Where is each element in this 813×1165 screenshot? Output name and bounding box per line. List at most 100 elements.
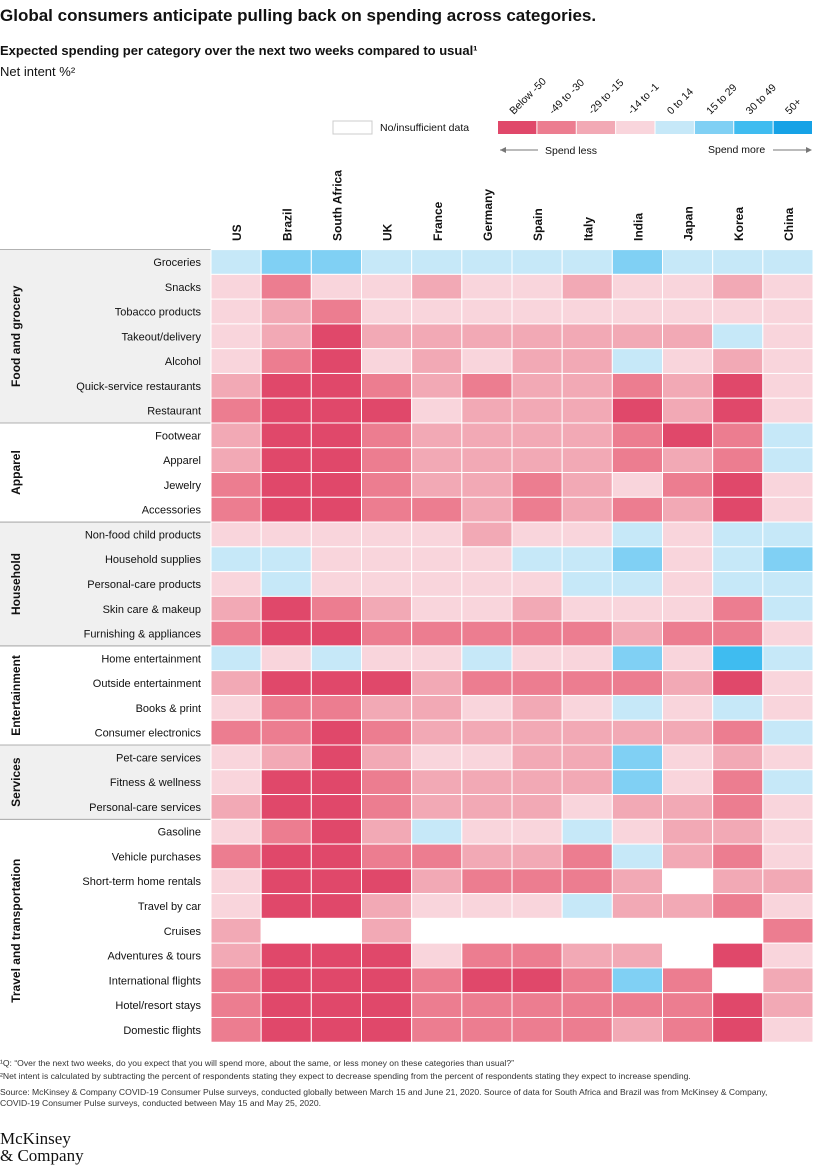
cell [210,595,262,622]
cell [361,769,413,796]
cell [260,298,312,325]
group-label: Travel and transportation [9,859,23,1003]
cell [561,298,613,325]
cell [662,496,714,523]
cell [310,893,363,919]
cell [561,769,613,796]
cell [561,422,613,449]
cell [762,818,813,845]
cell [260,967,312,994]
cell [361,595,413,622]
legend-swatch [655,121,694,134]
cell [461,917,513,944]
cell [260,942,312,969]
column-label: South Africa [330,170,344,241]
cell [511,496,563,523]
value-label: Net intent %² [0,64,76,79]
cell [662,719,714,746]
cell [511,620,563,647]
cell [461,422,513,449]
cell [411,620,463,647]
row-label: Travel by car [138,901,202,913]
cell [210,645,262,672]
cell [662,992,714,1018]
column-label: France [431,201,445,241]
cell [561,917,613,944]
cell [712,794,764,820]
cell [511,595,563,622]
row-label: Personal-care products [87,579,201,591]
cell [461,769,513,796]
cell [561,249,613,275]
column-label: Italy [581,217,595,241]
cell [260,595,312,622]
cell [762,719,813,746]
cell [561,273,613,300]
row-label: Skin care & makeup [103,604,201,616]
cell [712,868,764,895]
cell [210,397,262,424]
cell [712,447,764,474]
cell [561,348,613,374]
cell [361,645,413,672]
cell [210,298,262,325]
cell [461,967,513,994]
cell [361,521,413,548]
cell [662,447,714,474]
cell [210,323,262,350]
cell [260,571,312,597]
cell [662,571,714,597]
cell [411,447,463,474]
cell [611,719,663,746]
cell [611,694,663,721]
cell [411,843,463,870]
cell [310,843,363,870]
cell [662,794,714,820]
cell [411,472,463,498]
group-label: Apparel [9,450,23,495]
cell [762,992,813,1018]
cell [712,249,764,275]
cell [461,249,513,275]
cell [310,496,363,523]
cell [712,472,764,498]
cell [210,348,262,374]
cell [310,298,363,325]
cell [611,472,663,498]
cell [210,719,262,746]
cell [762,249,813,275]
cell [461,472,513,498]
cell [662,818,714,845]
cell [361,620,413,647]
cell [561,719,613,746]
row-label: Restaurant [147,406,201,418]
cell [511,917,563,944]
cell [611,843,663,870]
cell [662,273,714,300]
cell [511,546,563,573]
cell [461,595,513,622]
cell [411,397,463,424]
cell [561,323,613,350]
cell [611,670,663,696]
cell [411,521,463,548]
cell [511,843,563,870]
cell [411,694,463,721]
cell [310,719,363,746]
row-label: Jewelry [164,480,202,492]
column-label: Spain [531,208,545,241]
cell [210,670,262,696]
cell [611,645,663,672]
cell [511,818,563,845]
brand: & Company [0,1146,84,1165]
column-label: Brazil [280,208,294,241]
cell [411,893,463,919]
cell [210,496,262,523]
cell [210,422,262,449]
no-data-swatch [332,120,373,135]
group-band [0,522,211,646]
cell [762,571,813,597]
cell [511,249,563,275]
cell [461,571,513,597]
